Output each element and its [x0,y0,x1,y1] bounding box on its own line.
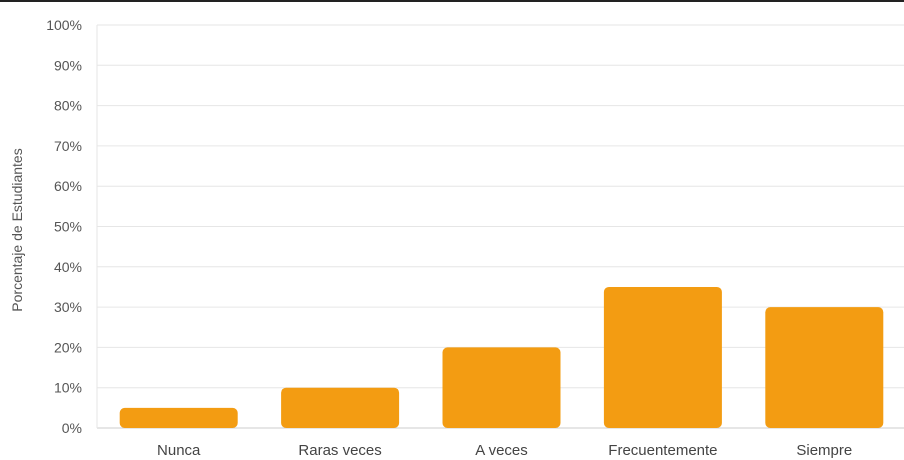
top-border-line [0,0,904,2]
x-category-label: Frecuentemente [608,442,717,459]
y-tick-label: 0% [62,420,82,436]
y-tick-label: 100% [46,17,82,33]
y-tick-label: 70% [54,138,82,154]
y-tick-label: 60% [54,178,82,194]
y-axis-tick-labels: 0% 10% 20% 30% 40% 50% 60% 70% 80% 90% 100% [46,17,82,436]
bar-frecuentemente [603,286,722,428]
y-tick-label: 90% [54,57,82,73]
x-category-label: A veces [475,442,528,459]
y-tick-label: 50% [54,219,82,235]
x-category-label: Raras veces [298,442,381,459]
y-tick-label: 10% [54,380,82,396]
y-axis-title: Porcentaje de Estudiantes [9,148,25,311]
bar-a-veces [442,347,561,428]
y-tick-label: 30% [54,299,82,315]
y-tick-label: 40% [54,259,82,275]
bars [119,286,884,428]
bar-nunca [119,407,238,428]
y-tick-label: 80% [54,98,82,114]
x-category-label: Nunca [157,442,201,459]
x-axis-category-labels: Nunca Raras veces A veces Frecuentemente Sie… [157,442,852,459]
bar-raras-veces [281,387,400,428]
x-category-label: Siempre [796,442,852,459]
y-tick-label: 20% [54,339,82,355]
bar-siempre [765,307,884,428]
